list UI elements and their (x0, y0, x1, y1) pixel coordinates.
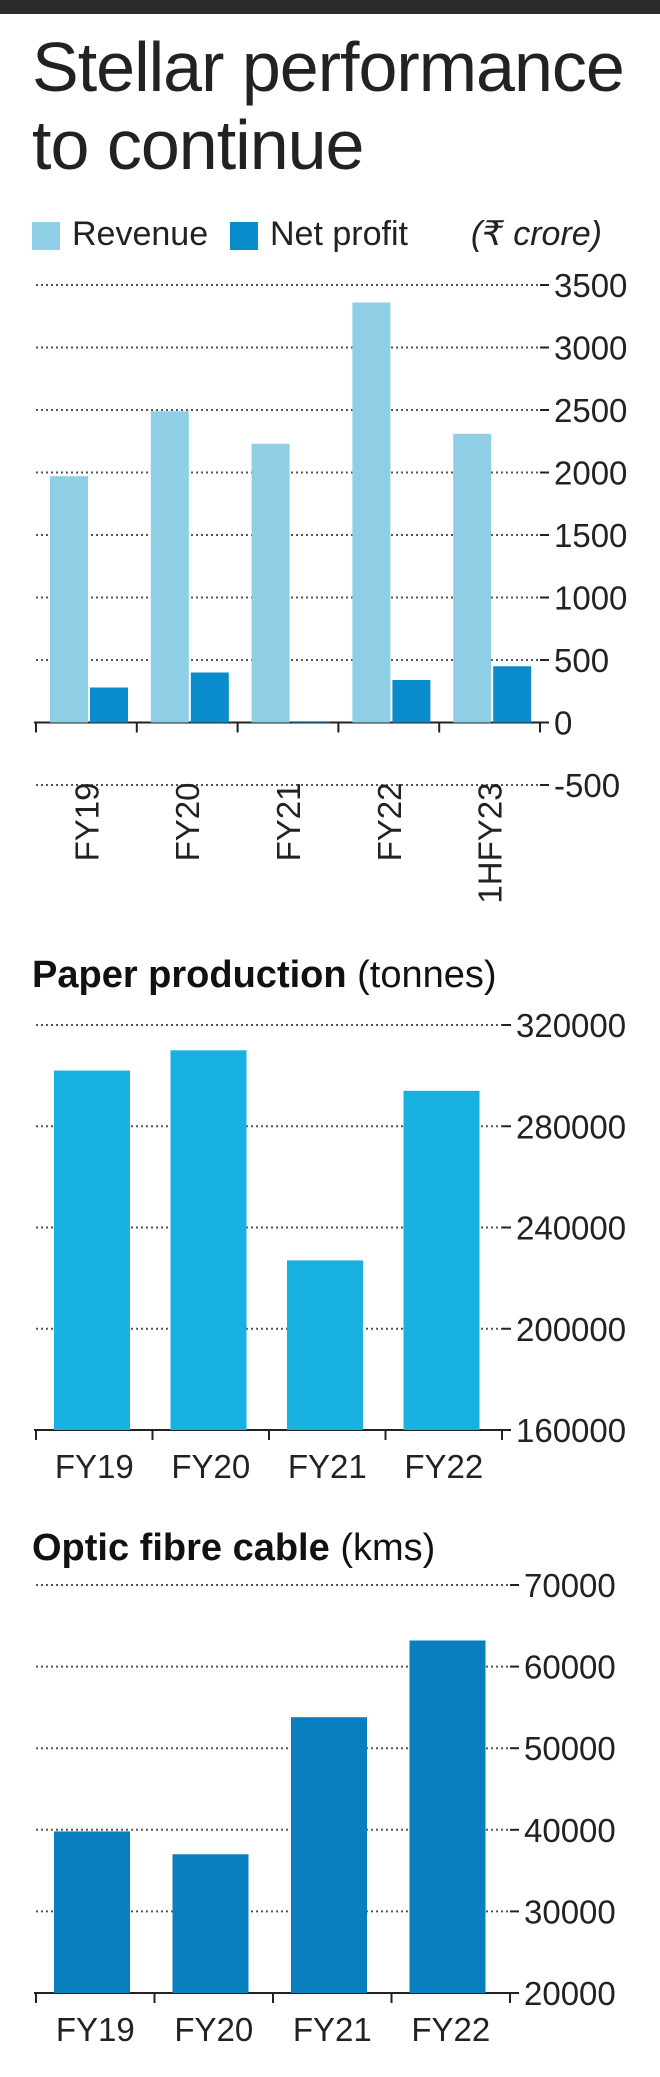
optic-fibre-chart: 70000 60000 50000 40000 30000 20000 FY19 FY20 FY… (34, 1567, 616, 2048)
c1-tick-label: -500 (554, 767, 620, 804)
legend-swatch-net-profit (230, 222, 258, 250)
paper-production-title-text: Paper production (32, 954, 347, 996)
c1-bar-revenue (50, 476, 88, 723)
optic-fibre-title-text: Optic fibre cable (32, 1527, 330, 1569)
c2-category-label: FY22 (404, 1448, 483, 1485)
c3-tick-label: 40000 (524, 1812, 616, 1849)
main-title-text: Stellar performance to continue (32, 28, 625, 184)
main-title: Stellar performance to continue (32, 28, 660, 184)
optic-fibre-title: Optic fibre cable (kms) (32, 1525, 435, 1571)
c1-tick-label: 1000 (554, 580, 627, 617)
c3-bar-fibre (54, 1831, 130, 1993)
c1-tick-label: 0 (554, 705, 572, 742)
paper-production-title: Paper production (tonnes) (32, 952, 497, 998)
c3-category-label: FY22 (411, 2011, 490, 2048)
c1-bar-revenue (352, 302, 391, 723)
c2-bar-paper (170, 1050, 247, 1430)
c3-tick-label: 20000 (524, 1975, 616, 2012)
c1-bar-revenue (453, 433, 492, 723)
c3-tick-label: 70000 (524, 1567, 616, 1604)
c1-tick-label: 3500 (554, 267, 627, 304)
paper-production-chart: 320000 280000 240000 200000 160000 FY19 FY20 FY… (34, 1010, 626, 1485)
c1-tick-label: 3000 (554, 330, 627, 367)
c2-tick-label: 280000 (516, 1108, 626, 1145)
c1-tick-label: 2500 (554, 392, 627, 429)
c1-bar-net-profit (190, 672, 229, 723)
c2-tick-label: 240000 (516, 1210, 626, 1247)
c3-category-label: FY20 (174, 2011, 253, 2048)
c1-tick-label: 500 (554, 642, 609, 679)
legend-unit: (₹ crore) (470, 215, 602, 253)
c2-category-label: FY20 (171, 1448, 250, 1485)
c3-category-label: FY19 (56, 2011, 135, 2048)
c1-bar-net-profit (90, 687, 128, 723)
c1-tick-label: 1500 (554, 517, 627, 554)
c2-bar-paper (287, 1260, 363, 1430)
c2-category-label: FY21 (288, 1448, 367, 1485)
c1-bar-revenue (150, 411, 189, 723)
c2-bar-paper (403, 1090, 480, 1430)
c3-tick-label: 30000 (524, 1893, 616, 1930)
legend-label-net-profit: Net profit (270, 215, 408, 253)
c3-tick-label: 60000 (524, 1649, 616, 1686)
c1-bar-net-profit (392, 680, 431, 723)
c1-category-label: 1HFY23 (472, 783, 509, 904)
c2-tick-label: 160000 (516, 1412, 626, 1449)
revenue-profit-chart: 3500 3000 2500 2000 1500 1000 500 0 -500 FY19 FY20… (34, 267, 627, 904)
c3-bar-fibre (172, 1854, 249, 1993)
c3-bar-fibre (409, 1640, 486, 1993)
c1-category-label: FY21 (270, 783, 307, 862)
optic-fibre-unit: (kms) (340, 1527, 436, 1569)
c3-bar-fibre (291, 1717, 367, 1993)
c3-category-label: FY21 (293, 2011, 372, 2048)
top-bar (0, 0, 660, 14)
legend: Revenue Net profit (₹ crore) (32, 214, 632, 254)
c1-category-label: FY19 (68, 783, 105, 862)
c2-category-label: FY19 (55, 1448, 134, 1485)
paper-production-unit: (tonnes) (357, 954, 497, 996)
legend-swatch-revenue (32, 222, 60, 250)
c1-bar-revenue (251, 443, 290, 723)
c1-bar-net-profit (291, 722, 330, 724)
c2-bar-paper (54, 1070, 130, 1430)
c1-category-label: FY20 (169, 783, 206, 862)
c2-tick-label: 320000 (516, 1010, 626, 1044)
c2-tick-label: 200000 (516, 1311, 626, 1348)
legend-label-revenue: Revenue (72, 215, 209, 253)
c3-tick-label: 50000 (524, 1730, 616, 1767)
c1-bar-net-profit (493, 666, 532, 723)
c1-category-label: FY22 (371, 783, 408, 862)
c1-tick-label: 2000 (554, 455, 627, 492)
